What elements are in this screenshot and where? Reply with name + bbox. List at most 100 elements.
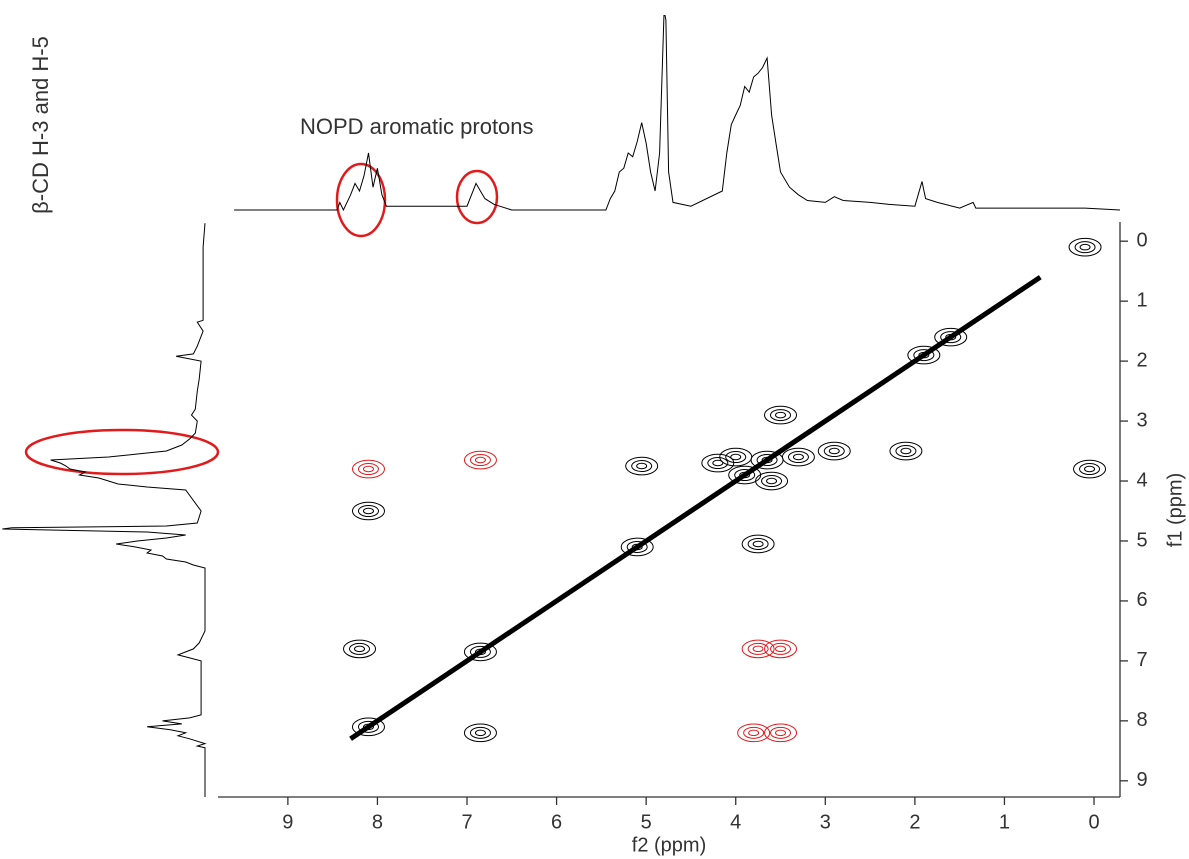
- contour: [625, 456, 659, 476]
- contour: [701, 453, 735, 473]
- cross-peak: [351, 501, 385, 521]
- y-tick-label: 7: [1136, 649, 1147, 671]
- cross-peak: [1073, 459, 1107, 479]
- x-tick-label: 0: [1088, 811, 1099, 833]
- y-axis-label: f1 (ppm): [1164, 473, 1186, 547]
- contour: [362, 465, 374, 473]
- cross-peak: [781, 447, 815, 467]
- contour: [770, 642, 792, 655]
- contour: [357, 720, 379, 733]
- y-tick-label: 5: [1136, 529, 1147, 551]
- x-tick-label: 3: [820, 811, 831, 833]
- contour: [792, 453, 804, 461]
- contour: [469, 726, 491, 739]
- cross-peak: [764, 723, 798, 743]
- contour: [463, 642, 497, 662]
- contour: [940, 331, 962, 344]
- contour: [1079, 463, 1101, 476]
- y-tick-label: 3: [1136, 409, 1147, 431]
- contour: [351, 717, 385, 737]
- cross-peak: [934, 327, 968, 347]
- cross-peak: [701, 453, 735, 473]
- contour: [469, 645, 491, 658]
- contour: [469, 454, 491, 467]
- contour: [945, 333, 957, 341]
- contour: [1084, 465, 1096, 473]
- contour: [775, 729, 787, 737]
- cross-peak: [764, 405, 798, 425]
- contour: [1079, 243, 1091, 251]
- contour: [349, 642, 371, 655]
- highlight-ellipse: [455, 169, 499, 225]
- cross-peak: [907, 345, 941, 365]
- annotation: NOPD aromatic protons: [300, 114, 534, 139]
- contour: [707, 457, 729, 470]
- cross-peak: [625, 456, 659, 476]
- y-tick-label: 0: [1136, 229, 1147, 251]
- contour: [755, 471, 789, 491]
- cross-peak: [737, 723, 771, 743]
- x-tick-label: 4: [730, 811, 741, 833]
- cross-peak: [620, 537, 654, 557]
- x-tick-label: 6: [551, 811, 562, 833]
- cross-peak: [719, 447, 753, 467]
- contour: [739, 471, 751, 479]
- contour: [895, 445, 917, 458]
- contour: [752, 645, 764, 653]
- contour: [626, 540, 648, 553]
- contour: [787, 451, 809, 464]
- contour: [351, 501, 385, 521]
- highlight-ellipse: [24, 428, 220, 476]
- contour: [770, 409, 792, 422]
- contour: [734, 469, 756, 482]
- contour: [357, 504, 379, 517]
- y-tick-label: 4: [1136, 469, 1147, 491]
- contour: [474, 648, 486, 656]
- contour: [725, 451, 747, 464]
- contour: [748, 729, 760, 737]
- contour: [743, 726, 765, 739]
- contour: [737, 723, 771, 743]
- contour: [761, 475, 783, 488]
- x-tick-label: 5: [641, 811, 652, 833]
- contour: [747, 642, 769, 655]
- contour: [907, 345, 941, 365]
- contour: [1068, 237, 1102, 257]
- cross-peak: [741, 639, 775, 659]
- contour: [362, 723, 374, 731]
- highlight-ellipse: [335, 162, 387, 238]
- contour: [764, 405, 798, 425]
- contour: [934, 327, 968, 347]
- contour: [817, 441, 851, 461]
- y-tick-label: 9: [1136, 769, 1147, 791]
- contour: [913, 349, 935, 362]
- contour: [631, 543, 643, 551]
- cross-peak: [764, 639, 798, 659]
- contour: [889, 441, 923, 461]
- cross-peak: [463, 450, 497, 470]
- contour: [719, 447, 753, 467]
- projection-left: [2, 223, 207, 797]
- contour: [828, 447, 840, 455]
- cross-peak: [343, 639, 377, 659]
- contour: [474, 729, 486, 737]
- contour: [781, 447, 815, 467]
- contour: [730, 453, 742, 461]
- x-tick-label: 9: [282, 811, 293, 833]
- contour: [636, 462, 648, 470]
- contour: [463, 723, 497, 743]
- contour: [775, 411, 787, 419]
- contour: [463, 450, 497, 470]
- contour: [775, 645, 787, 653]
- x-tick-label: 2: [909, 811, 920, 833]
- cross-peak: [741, 534, 775, 554]
- contour: [761, 456, 773, 464]
- contour: [823, 445, 845, 458]
- cross-peak: [817, 441, 851, 461]
- annotation: β-CD H-3 and H-5: [28, 36, 53, 214]
- contour: [747, 537, 769, 550]
- contour: [741, 639, 775, 659]
- contour: [756, 454, 778, 467]
- cross-peak: [889, 441, 923, 461]
